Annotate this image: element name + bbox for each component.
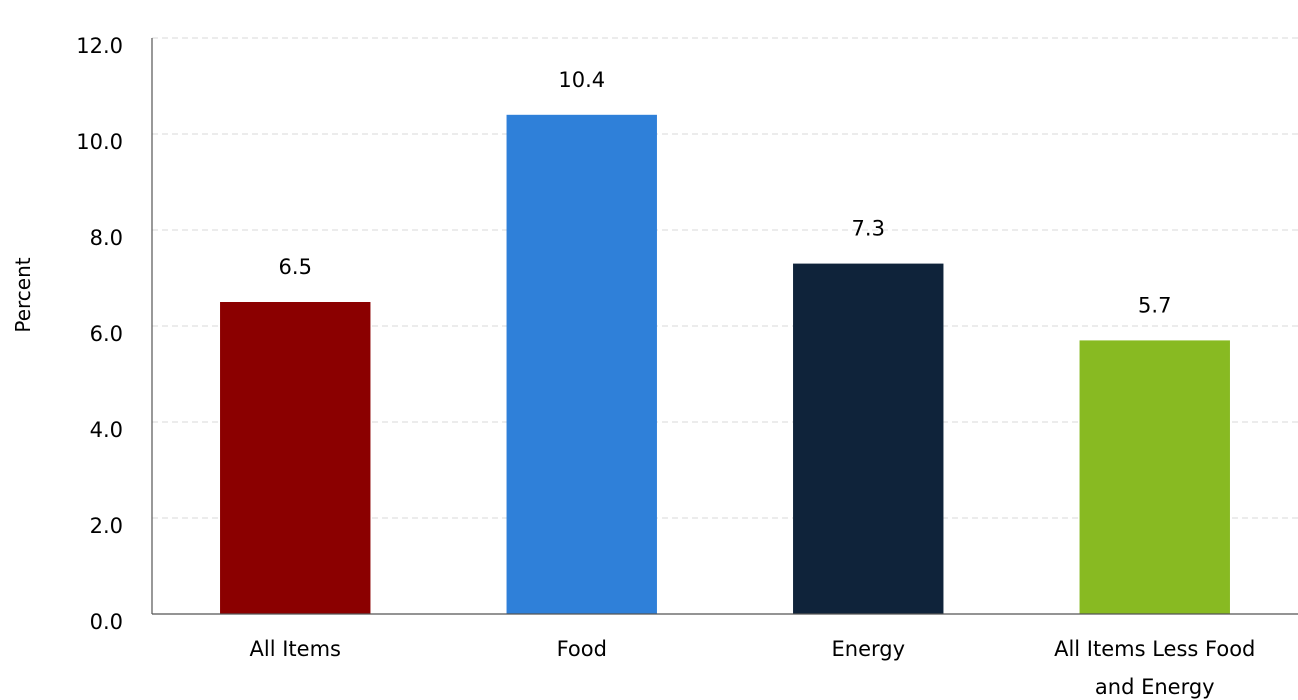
bars: [220, 114, 1230, 615]
data-label: 7.3: [852, 217, 885, 241]
data-label: 10.4: [558, 68, 605, 92]
y-tick-label: 6.0: [90, 322, 123, 346]
bar: [506, 114, 657, 615]
y-tick-label: 4.0: [90, 418, 123, 442]
data-label: 6.5: [279, 255, 312, 279]
category-label: All Items: [250, 637, 341, 661]
bar: [1079, 340, 1230, 614]
y-axis-title: Percent: [11, 257, 35, 332]
category-label: Food: [557, 637, 607, 661]
data-labels: 6.5 10.4 7.3 5.7: [279, 68, 1172, 318]
axes: [151, 38, 1298, 615]
category-label: All Items Less Food: [1054, 637, 1255, 661]
bar: [793, 263, 944, 614]
y-tick-label: 8.0: [90, 226, 123, 250]
category-label: Energy: [831, 637, 905, 661]
y-tick-labels: 0.0 2.0 4.0 6.0 8.0 10.0 12.0: [76, 34, 123, 634]
data-label: 5.7: [1138, 293, 1171, 317]
category-labels: All Items Food Energy All Items Less Food an…: [250, 637, 1256, 699]
y-tick-label: 10.0: [76, 130, 123, 154]
y-tick-label: 12.0: [76, 34, 123, 58]
bar: [220, 302, 371, 614]
y-tick-label: 0.0: [90, 610, 123, 634]
category-label: and Energy: [1095, 675, 1215, 699]
y-tick-label: 2.0: [90, 514, 123, 538]
